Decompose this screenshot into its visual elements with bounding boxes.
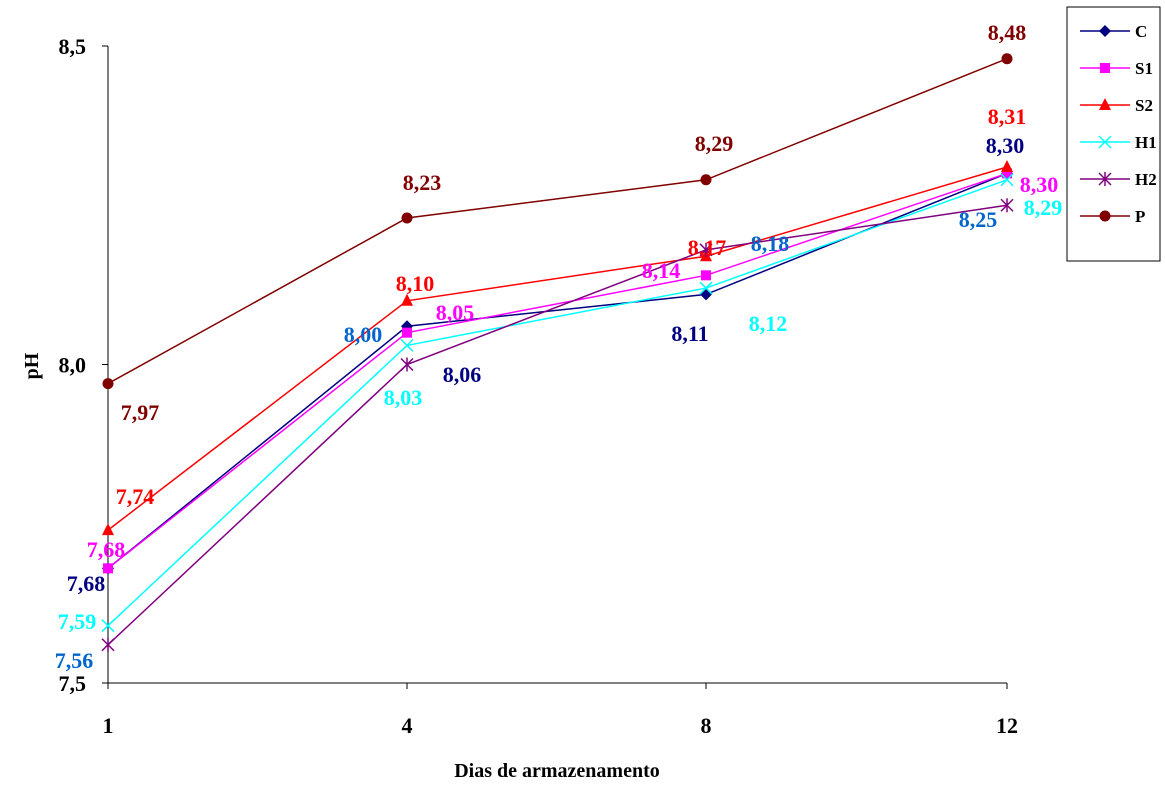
- data-point-c: [700, 288, 712, 301]
- legend-label: P: [1135, 207, 1145, 226]
- legend: C S1 S2 H1 H2 P: [1066, 6, 1161, 262]
- y-axis-label: pH: [21, 352, 43, 379]
- x-tick-label: 8: [701, 713, 712, 738]
- data-point-h2: [1000, 198, 1014, 213]
- legend-item-s1: S1: [1080, 59, 1153, 78]
- data-label: 8,30: [986, 133, 1025, 158]
- legend-marker-s1: [1100, 63, 1110, 73]
- x-tick-label: 1: [103, 713, 114, 738]
- data-point-s1: [402, 327, 412, 338]
- data-label: 8,12: [749, 311, 788, 336]
- data-label: 8,18: [751, 231, 790, 256]
- data-label: 8,05: [436, 300, 475, 325]
- data-label: 8,10: [396, 271, 435, 296]
- series-lines: [101, 53, 1014, 652]
- legend-marker-h2: [1098, 172, 1112, 186]
- data-label: 8,29: [1024, 195, 1063, 220]
- data-point-h2: [699, 242, 713, 257]
- x-axis-label: Dias de armazenamento: [454, 760, 660, 782]
- legend-item-h1: H1: [1080, 133, 1157, 152]
- series-s2: [102, 160, 1013, 536]
- data-label: 8,31: [988, 104, 1027, 129]
- data-label: 8,03: [384, 385, 423, 410]
- data-point-s2: [1001, 160, 1013, 173]
- data-point-s1: [701, 270, 711, 281]
- data-label: 8,25: [959, 207, 998, 232]
- data-label: 7,56: [55, 648, 94, 673]
- legend-item-p: P: [1080, 207, 1145, 226]
- legend-label: H1: [1135, 133, 1157, 152]
- legend-marker-c: [1099, 25, 1111, 37]
- data-point-h1: [699, 281, 713, 295]
- data-point-s1: [1002, 168, 1012, 179]
- data-point-h1: [101, 619, 115, 633]
- x-tick-label: 12: [996, 713, 1018, 738]
- series-line-s2: [107, 166, 1008, 531]
- data-label: 8,06: [443, 362, 482, 387]
- data-label: 7,74: [116, 484, 155, 509]
- y-tick-label: 8,0: [59, 353, 87, 378]
- data-label: 8,30: [1020, 172, 1059, 197]
- series-line-h2: [107, 204, 1008, 646]
- data-point-h1: [400, 338, 414, 352]
- data-point-s2: [401, 293, 413, 306]
- legend-marker-s2: [1099, 98, 1111, 110]
- data-label: 7,68: [87, 537, 126, 562]
- legend-item-h2: H2: [1080, 170, 1157, 189]
- series-line-h1: [107, 179, 1008, 627]
- data-label: 8,48: [988, 20, 1027, 45]
- data-point-s1: [103, 563, 113, 574]
- legend-box: [1066, 6, 1161, 262]
- data-point-p: [700, 174, 712, 186]
- data-label: 7,68: [67, 571, 106, 596]
- data-label: 7,97: [121, 400, 160, 425]
- series-h2: [101, 198, 1014, 652]
- data-label: 8,17: [688, 235, 727, 260]
- data-label: 8,29: [695, 131, 734, 156]
- data-point-p: [401, 212, 413, 224]
- legend-marker-p: [1099, 210, 1111, 222]
- data-label: 8,14: [642, 258, 681, 283]
- data-point-p: [102, 378, 114, 390]
- legend-label: S2: [1135, 96, 1153, 115]
- y-tick-label: 7,5: [59, 671, 87, 696]
- legend-label: H2: [1135, 170, 1157, 189]
- data-point-h1: [1000, 173, 1014, 187]
- series-h1: [101, 173, 1014, 633]
- x-tick-label: 4: [402, 713, 413, 738]
- data-point-p: [1001, 53, 1013, 65]
- legend-item-s2: S2: [1080, 96, 1153, 115]
- data-label: 8,11: [671, 321, 708, 346]
- series-c: [102, 167, 1013, 575]
- series-line-s1: [107, 172, 1008, 569]
- data-label: 8,23: [403, 170, 442, 195]
- series-p: [102, 53, 1013, 390]
- legend-item-c: C: [1080, 22, 1147, 41]
- series-line-c: [107, 172, 1008, 569]
- data-labels: 7,97 7,74 7,68 7,68 7,59 7,56 8,23 8,108,05 8,00…: [55, 20, 1063, 673]
- legend-label: C: [1135, 22, 1147, 41]
- data-point-h2: [101, 637, 115, 652]
- data-point-s2: [102, 523, 114, 536]
- series-s1: [103, 168, 1012, 574]
- y-tick-label: 8,5: [59, 34, 87, 59]
- axes: 7,5 8,0 8,5 1 4 8 12: [59, 34, 1019, 738]
- data-label: 8,00: [344, 322, 383, 347]
- series-line-p: [107, 58, 1008, 385]
- data-point-h2: [400, 357, 414, 372]
- data-label: 7,59: [58, 609, 97, 634]
- legend-label: S1: [1135, 59, 1153, 78]
- legend-marker-h1: [1098, 135, 1112, 149]
